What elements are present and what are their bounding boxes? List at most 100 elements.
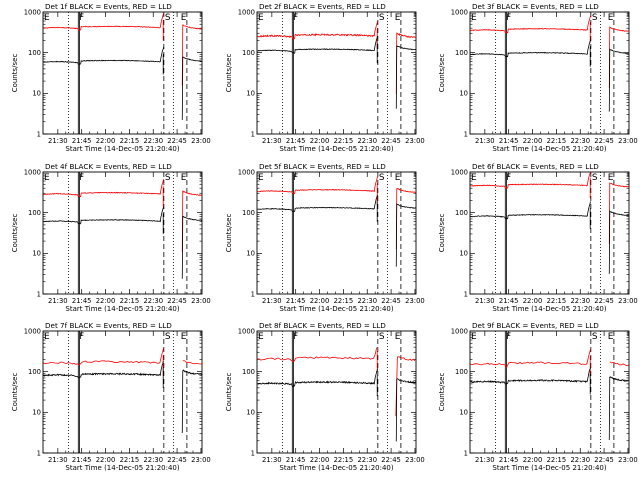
event-marker-label: E bbox=[181, 173, 187, 183]
y-tick-label: 1 bbox=[464, 449, 468, 457]
x-tick-label: 21:30 bbox=[475, 137, 495, 145]
y-tick-label: 1 bbox=[251, 449, 255, 457]
panel-title: Det 9f BLACK = Events, RED = LLD bbox=[472, 321, 599, 330]
x-tick-label: 21:45 bbox=[499, 137, 519, 145]
x-tick-label: 21:45 bbox=[72, 456, 92, 464]
plot-frame bbox=[256, 11, 417, 135]
y-tick-label: 10 bbox=[32, 90, 41, 98]
y-tick-label: 100 bbox=[455, 209, 468, 217]
x-tick-label: 23:00 bbox=[191, 297, 211, 305]
event-rate-line bbox=[43, 46, 202, 121]
x-tick-label: 22:00 bbox=[96, 137, 116, 145]
x-tick-label: 23:00 bbox=[405, 137, 425, 145]
lld-rate-line bbox=[257, 21, 417, 94]
event-rate-line bbox=[43, 206, 203, 279]
x-axis-label: Start Time (14-Dec-05 21:20:40) bbox=[279, 145, 393, 153]
y-tick-label: 10 bbox=[459, 250, 468, 258]
lld-rate-line bbox=[43, 347, 202, 366]
x-tick-label: 22:15 bbox=[547, 297, 567, 305]
event-marker-label: E bbox=[181, 13, 187, 23]
detector-panel-9: Det 9f BLACK = Events, RED = LLD 1 10 100 10… bbox=[438, 321, 638, 472]
event-marker-label: E bbox=[471, 173, 477, 183]
x-tick-label: 22:45 bbox=[167, 456, 187, 464]
detector-panel-5: Det 5f BLACK = Events, RED = LLD 1 10 100 10… bbox=[225, 162, 425, 313]
event-marker-label: E bbox=[608, 13, 614, 23]
x-tick-label: 21:45 bbox=[499, 456, 519, 464]
y-tick-label: 10 bbox=[246, 250, 255, 258]
y-tick-label: 10 bbox=[459, 90, 468, 98]
event-marker-label: E bbox=[44, 13, 50, 23]
x-tick-label: 22:00 bbox=[310, 456, 330, 464]
event-rate-line bbox=[470, 367, 630, 440]
detector-panel-4: Det 4f BLACK = Events, RED = LLD 1 10 100 10… bbox=[11, 162, 211, 313]
detector-panel-2: Det 2f BLACK = Events, RED = LLD 1 10 100 10… bbox=[225, 2, 425, 153]
x-tick-label: 22:00 bbox=[523, 456, 543, 464]
x-tick-label: 21:45 bbox=[286, 456, 306, 464]
event-marker-label: E bbox=[258, 332, 264, 342]
event-marker-label: F bbox=[79, 332, 84, 342]
plot-frame bbox=[469, 330, 630, 454]
panel-title: Det 7f BLACK = Events, RED = LLD bbox=[45, 321, 172, 330]
event-marker-label: E bbox=[395, 13, 401, 23]
y-axis-label: Counts/sec bbox=[11, 214, 19, 253]
x-tick-label: 21:30 bbox=[48, 456, 68, 464]
y-axis-label: Counts/sec bbox=[225, 373, 233, 412]
event-marker-label: S bbox=[165, 173, 171, 183]
panel-title: Det 8f BLACK = Events, RED = LLD bbox=[259, 321, 386, 330]
lld-rate-line bbox=[43, 13, 203, 86]
x-tick-label: 22:45 bbox=[594, 137, 614, 145]
event-marker-label: E bbox=[181, 332, 187, 342]
lld-rate-line bbox=[470, 171, 629, 244]
event-marker-label: S bbox=[592, 332, 598, 342]
event-marker-label: E bbox=[258, 13, 264, 23]
detector-panel-1: Det 1f BLACK = Events, RED = LLD 1 10 100 10… bbox=[11, 2, 211, 153]
y-tick-label: 10 bbox=[246, 409, 255, 417]
x-tick-label: 22:15 bbox=[547, 137, 567, 145]
plot-frame bbox=[42, 330, 203, 454]
event-marker-label: S bbox=[165, 332, 171, 342]
x-tick-label: 22:15 bbox=[120, 456, 140, 464]
x-tick-label: 22:45 bbox=[381, 137, 401, 145]
y-tick-label: 100 bbox=[242, 368, 255, 376]
event-marker-label: F bbox=[79, 13, 84, 23]
event-marker-label: S bbox=[592, 173, 598, 183]
event-marker-label: S bbox=[165, 13, 171, 23]
plot-frame bbox=[42, 171, 203, 295]
event-marker-label: E bbox=[395, 332, 401, 342]
y-tick-label: 1000 bbox=[451, 168, 468, 176]
lld-rate-line bbox=[470, 348, 630, 368]
event-rate-line bbox=[43, 360, 203, 434]
event-marker-label: S bbox=[592, 13, 598, 23]
event-marker-label: E bbox=[258, 173, 264, 183]
lld-rate-line bbox=[470, 15, 630, 88]
y-tick-label: 1 bbox=[251, 130, 255, 138]
panel-title: Det 5f BLACK = Events, RED = LLD bbox=[259, 162, 386, 171]
x-tick-label: 21:30 bbox=[262, 456, 282, 464]
x-tick-label: 21:45 bbox=[72, 297, 92, 305]
x-tick-label: 22:15 bbox=[334, 456, 354, 464]
y-tick-label: 1000 bbox=[238, 8, 255, 16]
plot-frame bbox=[256, 171, 417, 295]
x-tick-label: 22:45 bbox=[167, 297, 187, 305]
y-tick-label: 10 bbox=[246, 90, 255, 98]
y-axis-label: Counts/sec bbox=[225, 54, 233, 93]
y-tick-label: 1 bbox=[37, 130, 41, 138]
y-tick-label: 1 bbox=[37, 290, 41, 298]
x-tick-label: 21:30 bbox=[262, 137, 282, 145]
x-tick-label: 22:45 bbox=[167, 137, 187, 145]
y-tick-label: 1000 bbox=[24, 327, 41, 335]
event-marker-label: F bbox=[293, 13, 298, 23]
event-marker-label: F bbox=[293, 332, 298, 342]
x-tick-label: 22:00 bbox=[96, 297, 116, 305]
y-tick-label: 100 bbox=[455, 368, 468, 376]
y-tick-label: 100 bbox=[242, 209, 255, 217]
event-marker-label: S bbox=[379, 332, 385, 342]
event-marker-label: S bbox=[379, 173, 385, 183]
event-marker-label: F bbox=[79, 173, 84, 183]
y-tick-label: 100 bbox=[28, 209, 41, 217]
y-tick-label: 1 bbox=[464, 290, 468, 298]
y-axis-label: Counts/sec bbox=[438, 214, 446, 253]
y-tick-label: 1000 bbox=[238, 168, 255, 176]
plot-frame bbox=[469, 11, 630, 135]
panel-title: Det 4f BLACK = Events, RED = LLD bbox=[45, 162, 172, 171]
